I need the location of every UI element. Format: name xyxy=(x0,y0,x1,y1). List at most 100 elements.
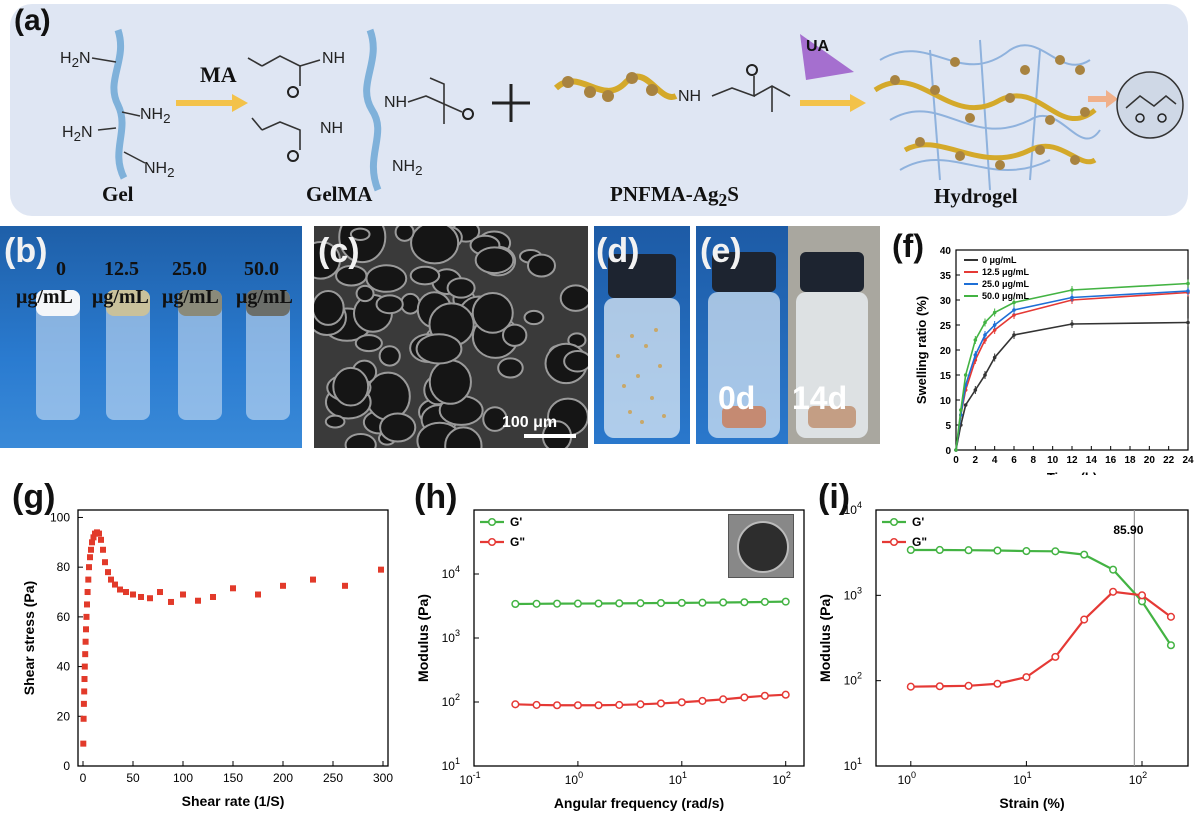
panel-label-b: (b) xyxy=(4,232,48,270)
conc-2-value: 25.0 xyxy=(172,258,207,280)
x-tick-label: 18 xyxy=(1124,455,1136,466)
data-point xyxy=(1022,547,1031,556)
legend-label: G' xyxy=(510,515,522,529)
gelma-nh-left: NH xyxy=(320,120,344,137)
legend-label: 25.0 μg/mL xyxy=(982,279,1030,289)
sem-pore-icon xyxy=(365,264,408,293)
panel-label-g: (g) xyxy=(12,478,56,516)
data-point xyxy=(959,408,963,412)
data-point xyxy=(80,700,87,707)
scale-bar-label: 100 μm xyxy=(502,414,558,431)
data-point xyxy=(781,690,790,699)
sem-pore-icon xyxy=(394,226,415,242)
arrow-ma-icon xyxy=(176,94,248,112)
data-point xyxy=(81,663,88,670)
data-point xyxy=(615,700,624,709)
crosslink-zoom-icon xyxy=(1116,71,1184,139)
y-tick-label: 0 xyxy=(945,446,951,457)
sem-pore-icon xyxy=(415,333,463,365)
data-point xyxy=(80,740,87,747)
sem-pore-icon xyxy=(379,412,417,443)
sem-pore-icon xyxy=(444,426,483,448)
x-tick-label: 0 xyxy=(80,771,87,785)
conc-3-value: 50.0 xyxy=(244,258,279,280)
y-tick-label: 5 xyxy=(945,421,951,432)
data-point xyxy=(511,599,520,609)
gel-h2n-top: H2N xyxy=(60,50,91,71)
data-point xyxy=(594,599,603,608)
x-tick-label: 300 xyxy=(373,771,393,785)
data-point xyxy=(85,576,92,583)
y-tick-label: 15 xyxy=(940,371,952,382)
series-line-2 xyxy=(955,290,1189,451)
panel-label-c: (c) xyxy=(318,232,360,270)
data-point xyxy=(935,545,944,555)
pnfma-nh: NH xyxy=(678,88,702,105)
data-point xyxy=(195,597,201,604)
data-point xyxy=(677,598,686,607)
gelma-label: GelMA xyxy=(306,182,373,206)
x-tick-label: 10 xyxy=(1047,455,1059,466)
data-point xyxy=(760,691,769,700)
yield-point-label: 85.90 xyxy=(1113,523,1143,537)
data-point xyxy=(1166,641,1175,650)
sem-pore-icon xyxy=(474,246,515,275)
x-tick-label: 16 xyxy=(1105,455,1117,466)
data-point xyxy=(123,589,129,596)
legend-label: 0 μg/mL xyxy=(982,255,1017,265)
x-tick-label: 24 xyxy=(1182,455,1194,466)
data-point xyxy=(1051,652,1060,661)
x-tick-label: 8 xyxy=(1031,455,1037,466)
data-point xyxy=(781,597,790,606)
data-point xyxy=(553,599,562,608)
data-point xyxy=(698,598,707,607)
y-axis-label: Swelling ratio (%) xyxy=(914,296,929,404)
gel-label: Gel xyxy=(102,182,134,206)
y-axis-label: Shear stress (Pa) xyxy=(21,581,37,695)
data-point xyxy=(1166,612,1175,621)
x-tick-label: 10-1 xyxy=(459,770,480,787)
x-tick-label: 12 xyxy=(1066,455,1078,466)
data-point xyxy=(98,536,104,543)
series-line-3 xyxy=(955,282,1189,451)
data-point xyxy=(108,576,114,583)
x-tick-label: 6 xyxy=(1011,455,1017,466)
panel-label-e: (e) xyxy=(700,232,742,270)
x-tick-label: 2 xyxy=(973,455,979,466)
data-point xyxy=(656,598,666,608)
data-point xyxy=(573,599,582,608)
data-point xyxy=(112,581,118,588)
hydrogel-label: Hydrogel xyxy=(934,184,1018,208)
sem-pore-icon xyxy=(314,289,345,326)
y-tick-label: 102 xyxy=(844,671,862,688)
data-point xyxy=(677,698,686,707)
data-point xyxy=(147,595,153,602)
sem-pore-icon xyxy=(324,414,346,429)
panel-label-d: (d) xyxy=(596,232,640,270)
sem-pore-icon xyxy=(446,277,476,299)
sem-pore-icon xyxy=(428,359,472,405)
photo-d xyxy=(594,226,690,444)
panel-label-i: (i) xyxy=(818,478,851,516)
gelma-chain-icon xyxy=(363,28,382,192)
data-point xyxy=(89,539,95,546)
y-tick-label: 0 xyxy=(63,759,70,773)
conc-0-unit: μg/mL xyxy=(16,286,73,308)
photo-e xyxy=(696,226,880,444)
y-tick-label: 103 xyxy=(442,628,460,645)
data-point xyxy=(81,688,88,695)
data-point xyxy=(1080,615,1089,624)
data-point xyxy=(82,638,89,645)
data-point xyxy=(342,582,348,589)
gel-h2n-bottom: H2N xyxy=(62,124,93,145)
data-point xyxy=(82,651,89,658)
x-tick-label: 14 xyxy=(1086,455,1098,466)
conc-1-unit: μg/mL xyxy=(92,286,149,308)
series-line-0 xyxy=(910,548,1172,646)
series-line-1 xyxy=(910,590,1172,688)
sem-pore-icon xyxy=(355,284,375,303)
legend-label: 12.5 μg/mL xyxy=(982,267,1030,277)
x-tick-label: 4 xyxy=(992,455,998,466)
x-tick-label: 102 xyxy=(773,770,791,787)
data-point xyxy=(1022,673,1031,682)
